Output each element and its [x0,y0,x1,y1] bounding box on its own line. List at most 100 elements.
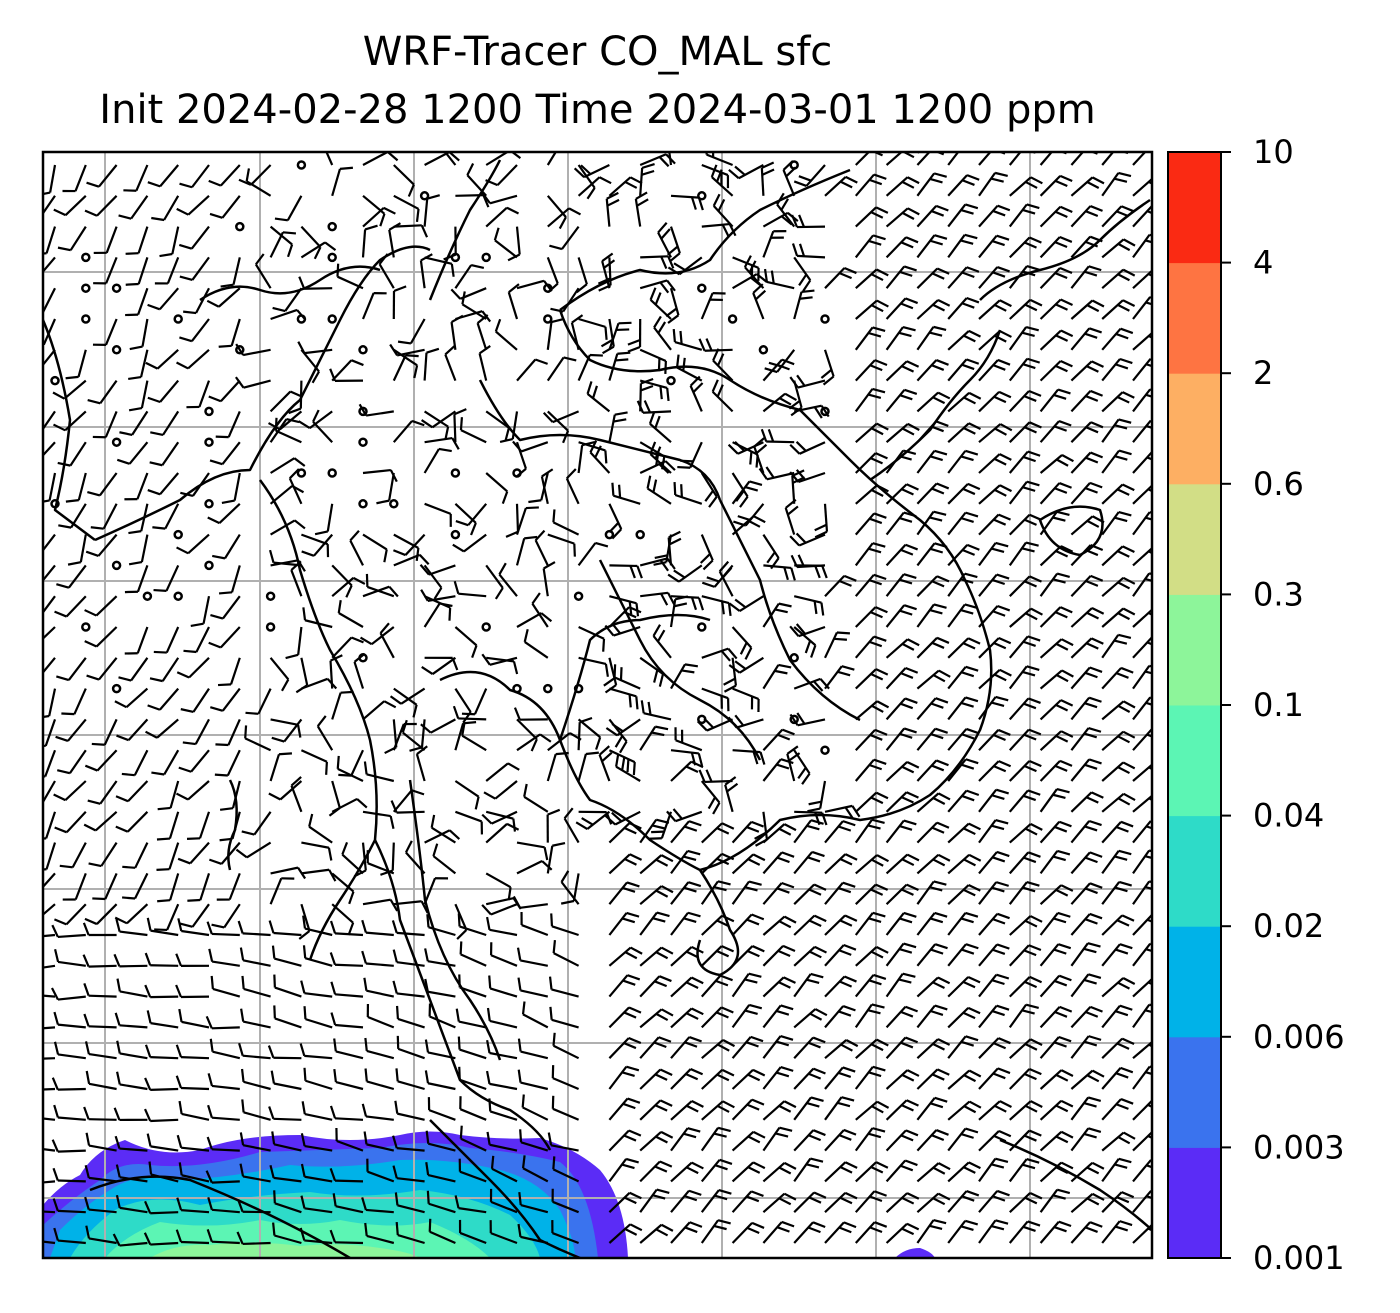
wind-barb [743,255,765,289]
wind-barb [947,174,980,197]
calm-wind-marker [204,499,214,509]
wind-barb [144,1044,179,1060]
wind-barb [752,283,767,320]
wind-barb [978,204,1011,228]
wind-barb [550,287,580,313]
wind-barb [125,287,149,317]
wind-barb [947,1100,982,1121]
wind-barb [149,657,180,683]
wind-barb [700,974,733,998]
wind-barb [885,697,918,721]
wind-barb [854,1003,885,1029]
wind-barb [577,716,593,751]
wind-barb [208,841,241,865]
wind-barb [1132,1158,1152,1183]
wind-barb [608,411,628,443]
wind-barb [269,657,290,692]
wind-barb [362,206,396,228]
calm-wind-marker [820,406,830,417]
wind-barb [43,256,56,274]
wind-barb [175,780,210,801]
wind-barb [175,953,210,967]
wind-barb [274,195,303,222]
wind-barb [701,914,735,936]
wind-barb [1101,391,1135,413]
wind-barb [62,164,87,193]
calm-wind-marker [512,468,522,478]
wind-barb [1101,268,1136,290]
wind-barb [732,687,760,713]
wind-barb [916,911,948,936]
wind-barb [978,1004,1010,1029]
wind-barb [578,317,608,340]
wind-barb [762,915,797,936]
wind-barb [1132,388,1152,413]
wind-barb [978,695,1009,721]
wind-barb [312,409,334,443]
wind-barb [82,922,117,937]
wind-barb [335,1127,364,1152]
wind-barb [516,358,548,382]
wind-barb [712,193,734,228]
wind-barb [855,484,889,505]
wind-barb [728,656,764,674]
wind-barb [208,379,241,403]
wind-barb [43,441,56,457]
wind-barb [789,712,826,727]
wind-barb [175,1075,210,1091]
wind-barb [176,657,210,679]
wind-barb [240,1068,271,1091]
wind-barb [331,690,354,720]
wind-barb [1101,299,1136,320]
wind-barb [151,195,180,222]
wind-barb [885,760,920,782]
wind-barb [885,1222,920,1244]
wind-barb [916,1004,948,1029]
wind-barb [424,948,456,967]
wind-barb [397,318,426,345]
wind-barb [209,1038,241,1060]
wind-barb [670,1127,701,1152]
wind-barb [488,1098,518,1121]
wind-barb [670,1036,702,1059]
wind-barb [209,195,241,219]
wind-barb [1008,944,1042,967]
wind-barb [116,718,149,742]
wind-barb [793,850,825,875]
wind-barb [824,665,855,690]
calm-wind-marker [111,437,122,447]
wind-barb [854,758,887,782]
wind-barb [392,980,425,998]
wind-barb [700,1158,733,1183]
wind-barb [978,299,1012,320]
wind-barb [125,226,149,255]
wind-barb [1070,235,1103,259]
wind-barb [670,1007,704,1029]
wind-barb [489,1220,518,1245]
wind-barb [820,349,835,386]
wind-barb [461,722,487,752]
wind-barb [1008,480,1040,505]
wind-barb [85,1070,117,1091]
wind-barb [793,972,824,998]
wind-barb [652,624,672,659]
wind-barb [43,318,57,346]
wind-barb [701,687,730,712]
wind-barb [1039,420,1072,443]
wind-barb [605,718,641,737]
wind-barb [1070,1069,1105,1090]
wind-barb [516,733,552,752]
wind-barb [206,287,241,308]
wind-barb [731,913,765,936]
wind-barb [219,811,241,842]
wind-barb [1039,205,1073,228]
wind-barb [159,226,180,258]
wind-barb [731,1035,764,1059]
wind-barb [485,164,518,187]
wind-barb [267,1045,302,1060]
wind-barb [1039,730,1074,752]
wind-barb [457,913,487,937]
wind-barb [459,1096,487,1121]
wind-barb [392,354,419,382]
wind-barb [793,1157,824,1183]
